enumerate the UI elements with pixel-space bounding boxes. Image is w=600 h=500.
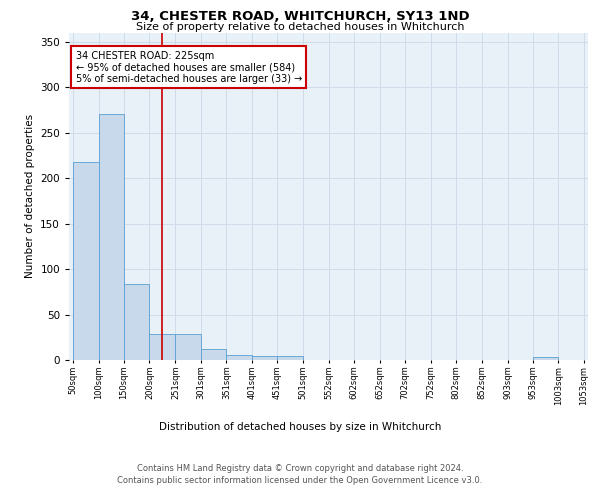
Bar	[73, 162, 98, 360]
Text: Contains HM Land Registry data © Crown copyright and database right 2024.: Contains HM Land Registry data © Crown c…	[137, 464, 463, 473]
Bar	[533, 358, 559, 360]
Bar	[124, 284, 149, 360]
Bar	[226, 356, 252, 360]
Text: Contains public sector information licensed under the Open Government Licence v3: Contains public sector information licen…	[118, 476, 482, 485]
Bar	[201, 349, 226, 360]
Bar	[277, 356, 303, 360]
Text: 34, CHESTER ROAD, WHITCHURCH, SY13 1ND: 34, CHESTER ROAD, WHITCHURCH, SY13 1ND	[131, 10, 469, 23]
Bar	[98, 114, 124, 360]
Y-axis label: Number of detached properties: Number of detached properties	[25, 114, 35, 278]
Text: Distribution of detached houses by size in Whitchurch: Distribution of detached houses by size …	[159, 422, 441, 432]
Bar	[149, 334, 175, 360]
Text: 34 CHESTER ROAD: 225sqm
← 95% of detached houses are smaller (584)
5% of semi-de: 34 CHESTER ROAD: 225sqm ← 95% of detache…	[76, 50, 302, 84]
Bar	[252, 356, 277, 360]
Bar	[175, 334, 201, 360]
Text: Size of property relative to detached houses in Whitchurch: Size of property relative to detached ho…	[136, 22, 464, 32]
